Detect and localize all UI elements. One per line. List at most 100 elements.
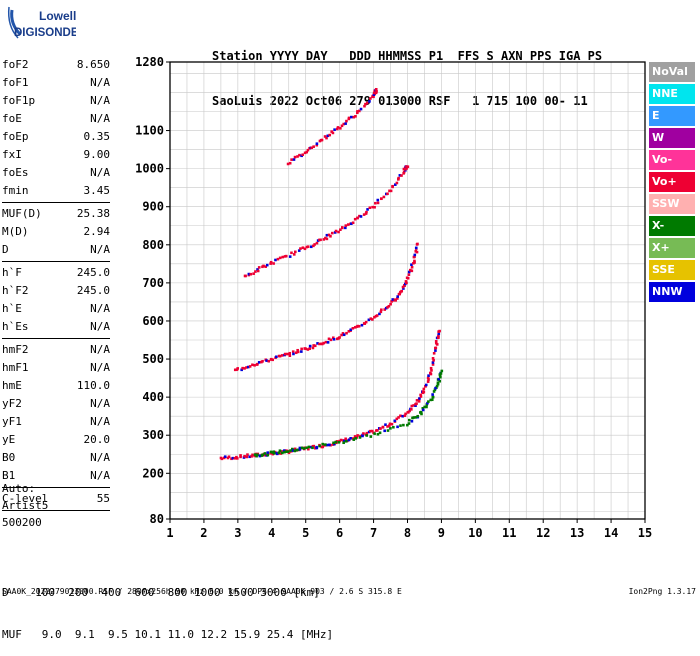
trace-point xyxy=(402,287,405,290)
trace-point xyxy=(297,249,301,252)
trace-point xyxy=(316,239,320,242)
trace-point xyxy=(389,427,392,430)
trace-point xyxy=(315,143,319,147)
param-row: h`F2 245.0 xyxy=(2,282,110,300)
trace-point xyxy=(284,254,288,258)
legend-item-vo: Vo- xyxy=(649,150,695,170)
trace-point xyxy=(342,441,345,445)
trace-point xyxy=(239,454,242,457)
trace-point xyxy=(330,231,334,235)
trace-point xyxy=(308,347,311,350)
x-tick-label: 1 xyxy=(166,526,173,540)
header-line-1: Station YYYY DAY DDD HHMMSS P1 FFS S AXN… xyxy=(212,49,603,63)
trace-point xyxy=(400,289,404,293)
trace-point xyxy=(359,434,362,438)
param-name: yE xyxy=(2,433,16,446)
param-name: hmF1 xyxy=(2,361,29,374)
param-value: N/A xyxy=(90,361,110,374)
x-tick-label: 6 xyxy=(336,526,343,540)
trace-point xyxy=(418,397,421,400)
trace-point xyxy=(306,447,310,451)
trace-point xyxy=(300,347,303,351)
x-tick-label: 11 xyxy=(502,526,516,540)
trace-point xyxy=(308,344,312,348)
trace-point xyxy=(325,136,328,140)
trace-point xyxy=(315,142,319,145)
trace-point xyxy=(427,400,430,403)
param-name: foEp xyxy=(2,130,29,143)
trace-point xyxy=(358,109,361,113)
trace-point xyxy=(407,273,411,276)
param-value: N/A xyxy=(90,76,110,89)
param-name: M(D) xyxy=(2,225,29,238)
trace-point xyxy=(341,226,344,229)
y-tick-label: 1100 xyxy=(135,124,164,138)
trace-point xyxy=(401,414,405,418)
trace-point xyxy=(269,452,272,455)
param-name: MUF(D) xyxy=(2,207,42,220)
chart-marks xyxy=(219,87,444,461)
trace-point xyxy=(407,270,411,274)
trace-point xyxy=(379,310,383,314)
param-value: 20.0 xyxy=(83,433,111,446)
param-row: yF1 N/A xyxy=(2,413,110,431)
trace-point xyxy=(434,341,438,345)
param-value: 8.650 xyxy=(76,58,110,71)
trace-point xyxy=(313,344,317,348)
trace-point xyxy=(397,416,400,419)
trace-point xyxy=(405,281,408,285)
trace-point xyxy=(312,344,315,347)
x-tick-label: 3 xyxy=(234,526,241,540)
trace-point xyxy=(375,90,378,93)
trace-point xyxy=(329,338,333,342)
trace-point xyxy=(408,268,412,272)
trace-point xyxy=(393,419,397,423)
digisonde-logo: Lowell DIGISONDE xyxy=(6,4,79,44)
param-row: D N/A xyxy=(2,241,110,259)
trace-point xyxy=(406,165,410,169)
trace-point xyxy=(321,442,324,446)
trace-point xyxy=(410,265,414,269)
trace-point xyxy=(363,104,366,108)
trace-point xyxy=(361,434,364,438)
trace-point xyxy=(437,377,441,381)
trace-point xyxy=(432,390,436,393)
trace-point xyxy=(281,255,285,259)
trace-point xyxy=(293,155,297,159)
trace-point xyxy=(368,100,371,103)
auto-program: Artist5 xyxy=(2,499,49,512)
trace-point xyxy=(438,329,441,333)
trace-point xyxy=(344,437,347,441)
param-name: h`E xyxy=(2,302,22,315)
trace-point xyxy=(325,233,329,237)
trace-point xyxy=(332,338,336,341)
y-tick-label: 300 xyxy=(142,428,164,442)
trace-point xyxy=(376,433,380,436)
trace-point xyxy=(325,237,329,241)
trace-point xyxy=(336,126,340,129)
autoscaling-info: Auto: Artist5 500200 xyxy=(2,480,48,531)
param-row: B0 N/A xyxy=(2,449,110,467)
param-row: M(D) 2.94 xyxy=(2,223,110,241)
trace-point xyxy=(397,292,401,296)
param-name: B0 xyxy=(2,451,16,464)
trace-point xyxy=(266,451,270,454)
param-name: h`F2 xyxy=(2,284,29,297)
x-tick-label: 8 xyxy=(404,526,411,540)
trace-point xyxy=(318,342,321,346)
trace-point xyxy=(295,448,298,452)
param-separator xyxy=(2,202,110,203)
param-value: 245.0 xyxy=(76,284,110,297)
trace-point xyxy=(369,317,373,320)
trace-point xyxy=(431,361,435,364)
param-name: fxI xyxy=(2,148,22,161)
trace-point xyxy=(323,135,327,138)
trace-point xyxy=(372,91,376,95)
trace-point xyxy=(262,264,265,268)
y-tick-label: 1000 xyxy=(135,162,164,176)
trace-point xyxy=(353,217,357,221)
trace-point xyxy=(373,205,376,209)
trace-point xyxy=(300,446,304,450)
trace-point xyxy=(396,295,399,298)
trace-point xyxy=(415,399,419,402)
